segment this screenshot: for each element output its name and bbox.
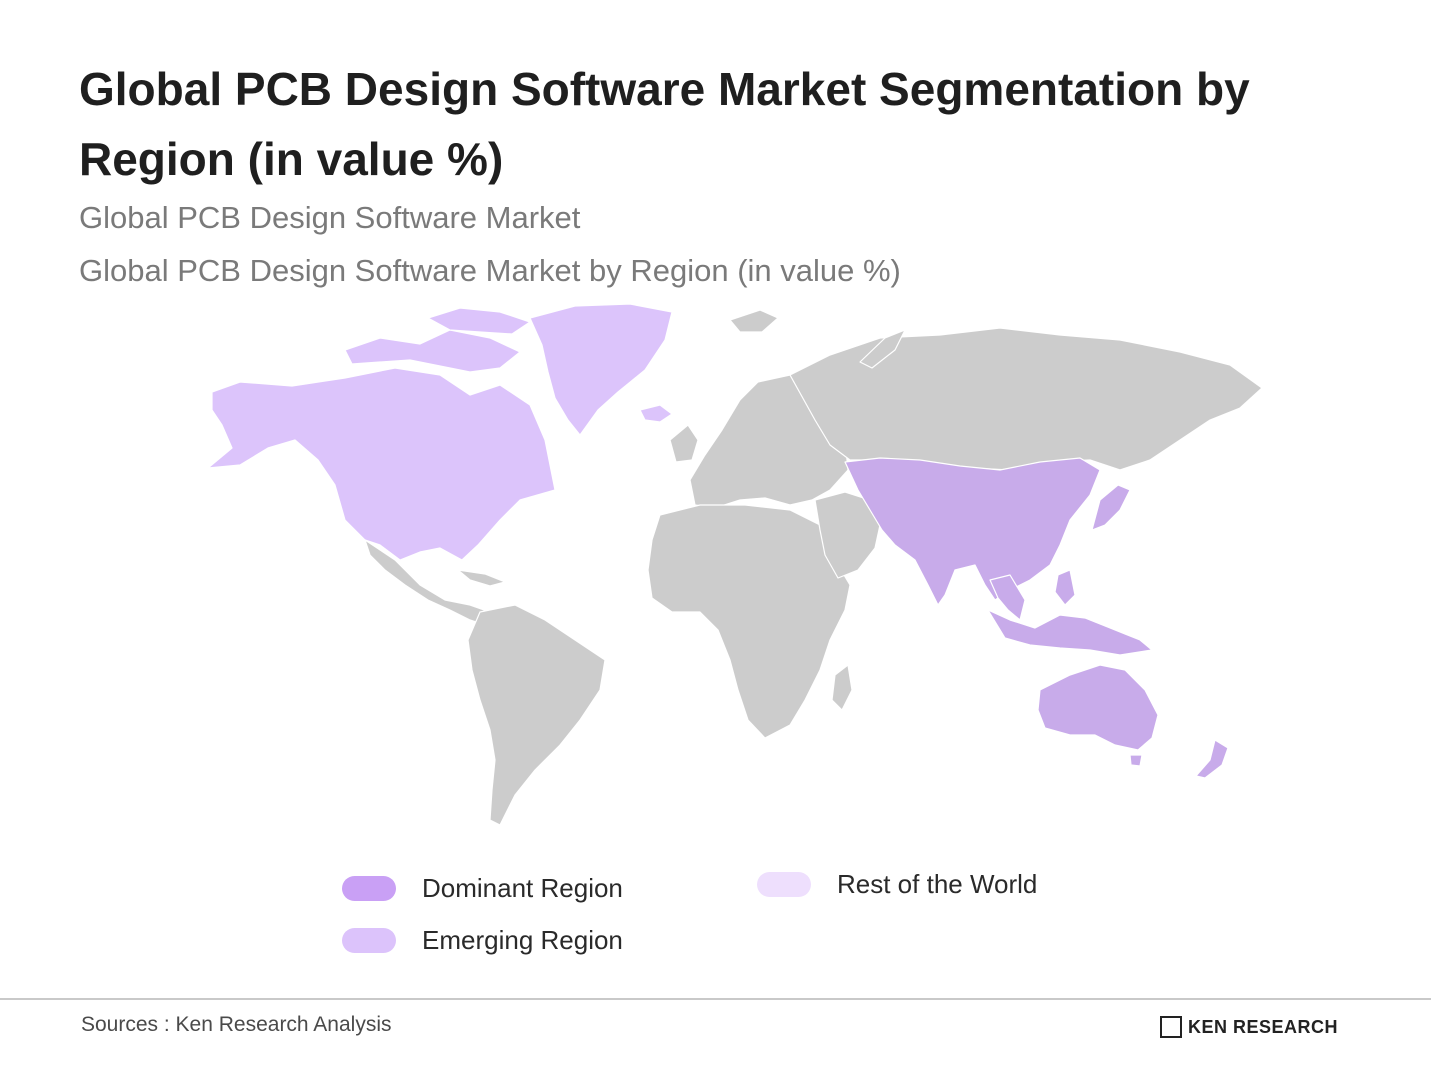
source-note: Sources : Ken Research Analysis — [81, 1013, 392, 1036]
region-russia — [789, 327, 1263, 471]
region-iceland — [639, 404, 673, 423]
chart-title: Global PCB Design Software Market Segmen… — [79, 63, 1250, 185]
legend-swatch-emerging — [342, 928, 396, 953]
legend-label-emerging: Emerging Region — [422, 925, 623, 955]
legend-swatch-dominant — [342, 876, 396, 901]
region-svalbard — [729, 309, 779, 333]
region-canada-islands — [344, 329, 521, 373]
region-japan — [1091, 484, 1131, 531]
ken-research-logo: KEN RESEARCH — [1160, 1016, 1338, 1038]
region-middle-east — [814, 491, 881, 579]
region-tasmania — [1129, 754, 1143, 767]
region-uk — [669, 424, 699, 463]
legend-label-rest: Rest of the World — [837, 869, 1038, 899]
region-africa — [647, 504, 851, 739]
region-north-america — [207, 367, 556, 561]
region-central-america — [364, 539, 491, 626]
region-australia — [1037, 664, 1159, 751]
subtitle-region: Global PCB Design Software Market by Reg… — [79, 253, 901, 288]
legend-item-emerging: Emerging Region — [342, 925, 623, 956]
footer-divider — [0, 998, 1431, 1000]
region-greenland — [529, 303, 673, 436]
legend-item-dominant: Dominant Region — [342, 873, 623, 904]
region-philippines — [1054, 569, 1076, 606]
ken-research-logo-text: KEN RESEARCH — [1188, 1016, 1339, 1037]
region-southeast-asia — [989, 574, 1026, 621]
world-map — [207, 303, 1263, 826]
ken-research-logo-icon — [1160, 1016, 1182, 1038]
region-novaya-zemlya — [859, 329, 906, 369]
legend-swatch-rest — [757, 872, 811, 897]
subtitle-market: Global PCB Design Software Market — [79, 200, 581, 235]
region-caribbean — [457, 569, 506, 587]
region-indonesia — [987, 609, 1153, 656]
region-south-america — [467, 604, 606, 826]
legend-item-rest: Rest of the World — [757, 869, 1037, 900]
region-madagascar — [831, 664, 853, 711]
region-arctic-islands — [427, 307, 531, 335]
legend-label-dominant: Dominant Region — [422, 873, 623, 903]
region-new-zealand — [1195, 739, 1229, 779]
